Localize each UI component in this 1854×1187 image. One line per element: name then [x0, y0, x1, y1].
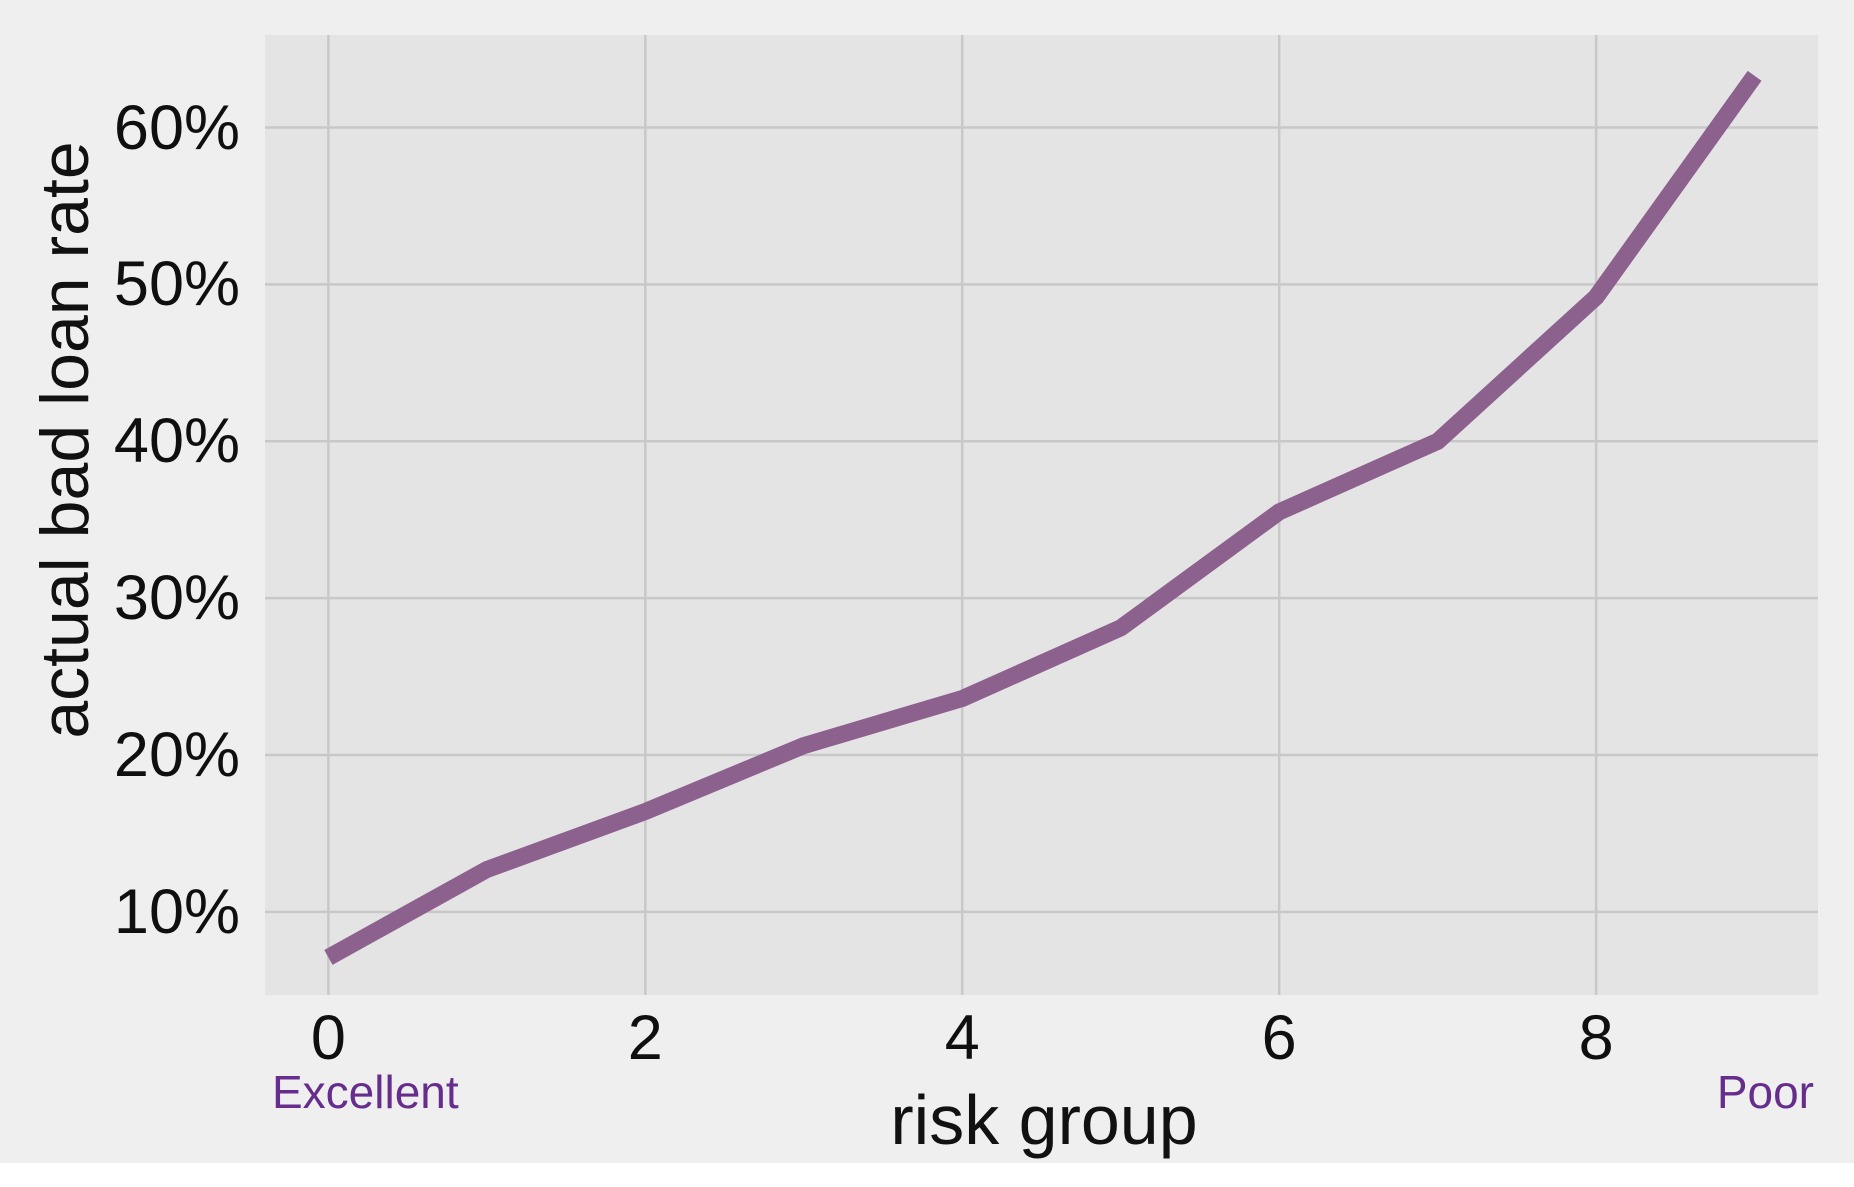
y-tick-label: 20% — [113, 720, 240, 790]
x-tick-label: 0 — [310, 1003, 346, 1073]
x-tick-label: 8 — [1578, 1003, 1614, 1073]
line-chart-svg — [265, 35, 1818, 995]
bottom-band — [0, 1163, 1854, 1187]
x-tick-label: 4 — [944, 1003, 980, 1073]
axis-annotation-poor: Poor — [1716, 1066, 1814, 1118]
x-tick-label: 6 — [1261, 1003, 1297, 1073]
data-line — [324, 70, 1762, 965]
y-tick-label: 40% — [113, 406, 240, 477]
y-tick-label: 60% — [113, 92, 240, 163]
y-tick-label: 50% — [113, 249, 240, 320]
axis-annotation-excellent: Excellent — [272, 1066, 459, 1118]
plot-panel — [265, 35, 1818, 995]
y-tick-label: 30% — [113, 563, 240, 634]
y-tick-label: 10% — [113, 876, 240, 947]
x-axis-label: risk group — [890, 1081, 1198, 1159]
x-tick-label: 2 — [627, 1003, 663, 1073]
